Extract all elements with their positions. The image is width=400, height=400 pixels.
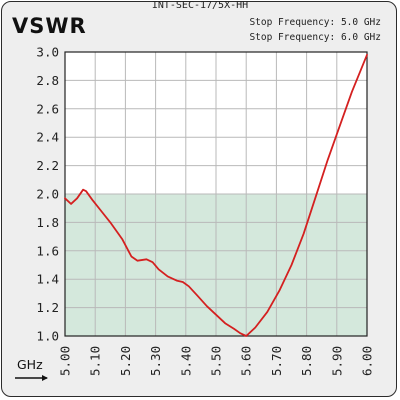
y-tick-label: 1.8: [36, 215, 59, 230]
x-tick-label: 5.30: [148, 346, 163, 376]
y-tick-label: 2.8: [36, 73, 59, 88]
stop-frequency-label: Stop Frequency: 6.0 GHz: [249, 32, 381, 43]
x-tick-label: 5.20: [118, 346, 133, 376]
x-tick-label: 5.40: [178, 346, 193, 376]
y-axis-title: VSWR: [12, 14, 87, 38]
x-tick-label: 5.80: [299, 346, 314, 376]
x-axis-unit: GHz: [17, 357, 43, 372]
y-tick-label: 2.0: [36, 187, 59, 202]
frequency-info: Stop Frequency: 5.0 GHz Stop Frequency: …: [249, 15, 381, 45]
x-tick-label: 5.10: [88, 346, 103, 376]
x-tick-label: 5.50: [209, 346, 224, 376]
x-tick-label: 6.00: [360, 346, 375, 376]
y-tick-label: 2.6: [36, 101, 59, 116]
chart-title: INT-SEC-17/5X-HH: [151, 0, 249, 11]
x-tick-label: 5.00: [58, 346, 73, 376]
y-tick-label: 2.4: [36, 130, 59, 145]
x-tick-label: 5.90: [329, 346, 344, 376]
plot-border: [64, 51, 368, 337]
y-tick-label: 3.0: [36, 45, 59, 60]
start-frequency-label: Stop Frequency: 5.0 GHz: [249, 17, 381, 28]
y-tick-label: 1.0: [36, 329, 59, 344]
y-tick-label: 1.6: [36, 243, 59, 258]
vswr-series-line: [64, 53, 368, 337]
x-tick-label: 5.60: [239, 346, 254, 376]
x-tick-label: 5.70: [269, 346, 284, 376]
y-tick-label: 2.2: [36, 158, 59, 173]
y-tick-label: 1.4: [36, 272, 59, 287]
x-axis-arrow: [15, 375, 48, 381]
y-tick-label: 1.2: [36, 300, 59, 315]
